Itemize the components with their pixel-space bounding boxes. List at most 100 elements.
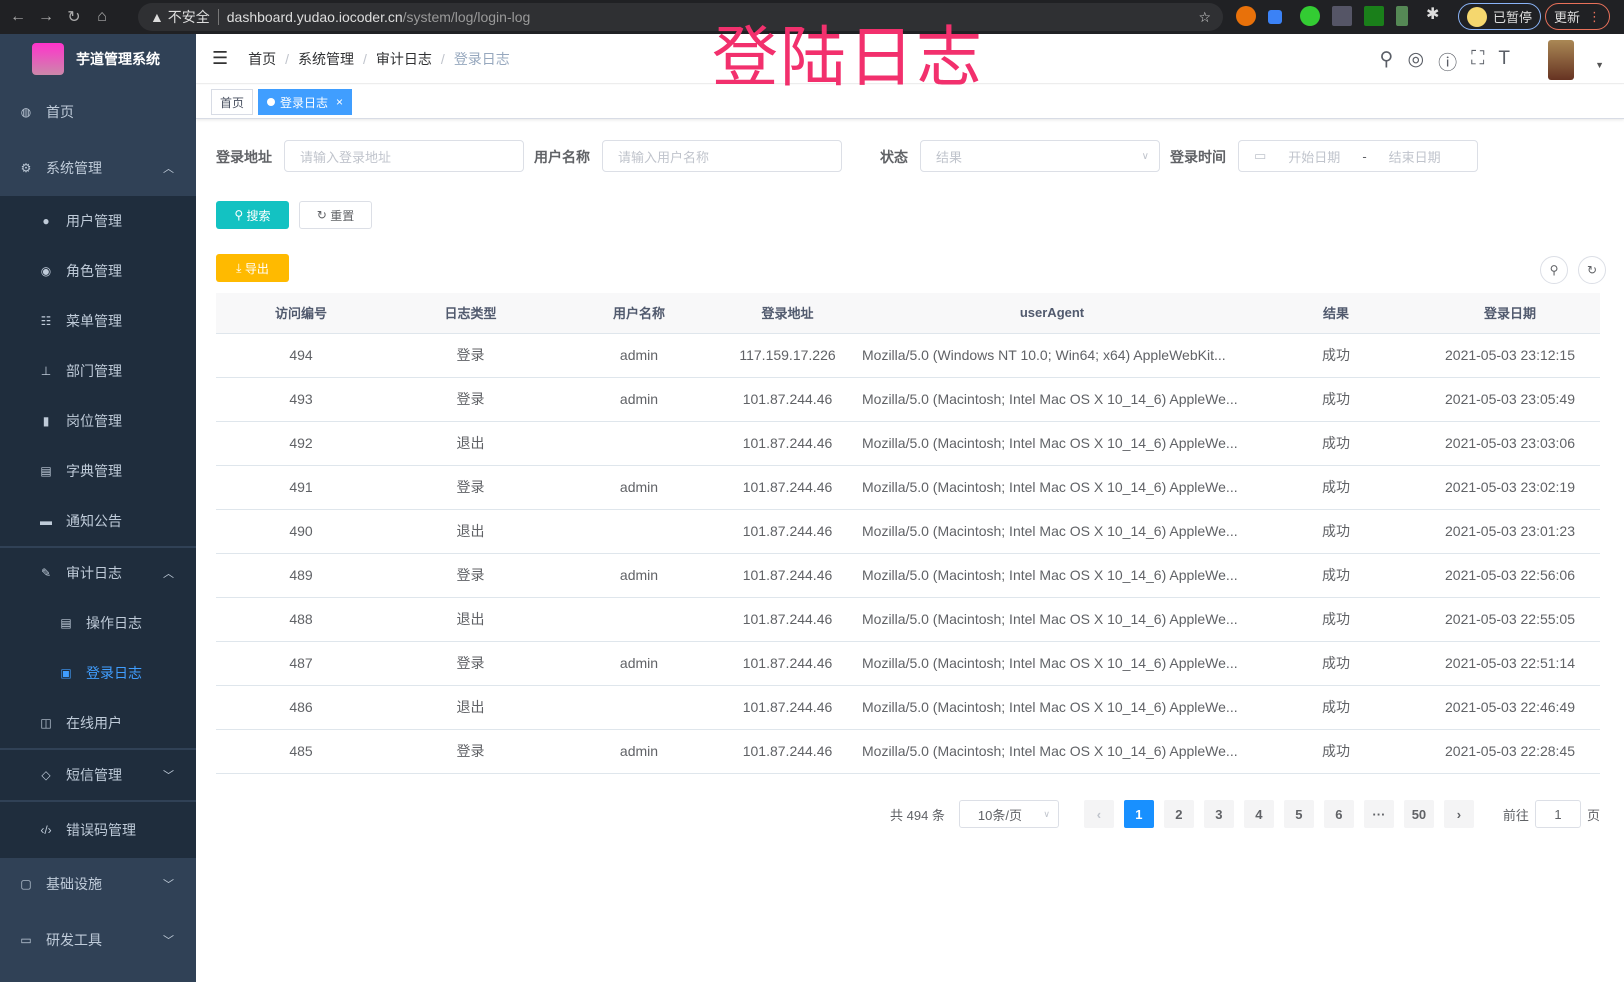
extension-icon[interactable] <box>1268 10 1282 24</box>
extension-icon[interactable] <box>1396 6 1408 26</box>
bookmark-star-icon[interactable]: ☆ <box>1198 8 1211 25</box>
hamburger-icon[interactable]: ☰ <box>212 48 229 68</box>
sidebar-item[interactable]: ◉ 角色管理 <box>0 246 196 296</box>
tag-login-log[interactable]: 登录日志 × <box>258 89 353 115</box>
refresh-button[interactable]: ↻ <box>1578 256 1606 284</box>
help-icon[interactable]: ⓘ <box>1438 53 1458 74</box>
table-row[interactable]: 486 退出 101.87.244.46 Mozilla/5.0 (Macintosh… <box>216 685 1600 730</box>
sidebar-item[interactable]: ☷ 菜单管理 <box>0 296 196 346</box>
table-row[interactable]: 488 退出 101.87.244.46 Mozilla/5.0 (Macintosh… <box>216 597 1600 642</box>
username-input[interactable]: 请输入用户名称 <box>602 140 842 172</box>
chevron-down-icon: ﹀ <box>163 770 174 782</box>
sidebar-item[interactable]: ⚙ 系统管理 ︿ <box>0 140 196 196</box>
sidebar-item-label: 系统管理 <box>46 160 102 176</box>
extension-icon[interactable] <box>1364 6 1384 26</box>
table-cell: 成功 <box>1252 553 1420 598</box>
address-bar[interactable]: ▲ 不安全 dashboard.yudao.iocoder.cn/system/… <box>138 3 1223 31</box>
sidebar-item[interactable]: ✎ 审计日志 ︿ <box>0 548 196 598</box>
table-row[interactable]: 493 登录 admin 101.87.244.46 Mozilla/5.0 (Maci… <box>216 377 1600 422</box>
sidebar-item[interactable]: ▤ 字典管理 <box>0 446 196 496</box>
search-icon[interactable]: ⚲ <box>1379 49 1394 70</box>
table-cell: 489 <box>216 553 386 598</box>
back-icon[interactable]: ← <box>10 8 26 25</box>
export-label: 导出 <box>244 261 269 276</box>
table-row[interactable]: 492 退出 101.87.244.46 Mozilla/5.0 (Macintosh… <box>216 421 1600 466</box>
table-row[interactable]: 491 登录 admin 101.87.244.46 Mozilla/5.0 (Maci… <box>216 465 1600 510</box>
table-cell: 退出 <box>386 421 555 466</box>
url-host: dashboard.yudao.iocoder.cn <box>226 9 403 25</box>
sidebar-item[interactable]: ◇ 短信管理 ﹀ <box>0 750 196 800</box>
start-date[interactable]: 开始日期 <box>1288 149 1341 165</box>
table-cell: 成功 <box>1252 509 1420 554</box>
page-button[interactable]: 3 <box>1203 800 1234 828</box>
page-button[interactable]: 1 <box>1123 800 1154 828</box>
download-icon: ⤓ <box>236 260 245 275</box>
address-input[interactable]: 请输入登录地址 <box>284 140 524 172</box>
update-button[interactable]: 更新 ⋮ <box>1545 3 1611 30</box>
extension-icon[interactable] <box>1332 6 1352 26</box>
sidebar-item[interactable]: ⊥ 部门管理 <box>0 346 196 396</box>
table-row[interactable]: 489 登录 admin 101.87.244.46 Mozilla/5.0 (Maci… <box>216 553 1600 598</box>
export-button[interactable]: ⤓ 导出 <box>216 254 289 282</box>
breadcrumb-item[interactable]: 系统管理 <box>298 50 355 67</box>
toggle-search-button[interactable]: ⚲ <box>1540 256 1568 284</box>
github-icon[interactable]: ◎ <box>1407 49 1425 70</box>
user-avatar[interactable] <box>1548 40 1574 80</box>
table-cell: admin <box>555 333 723 378</box>
pagination: 共 494 条 10条/页 ∨ ‹ 1 2 3 4 5 6 ··· 50 › 前往 1 页 <box>890 800 1600 828</box>
extension-icon[interactable] <box>1236 6 1256 26</box>
forward-icon[interactable]: → <box>38 8 54 25</box>
status-select[interactable]: 结果 ∨ <box>920 140 1160 172</box>
search-button[interactable]: ⚲ 搜索 <box>216 201 289 229</box>
sidebar-item[interactable]: ‹/› 错误码管理 <box>0 802 196 858</box>
sidebar-item-label: 短信管理 <box>66 767 122 783</box>
page-button[interactable]: 6 <box>1323 800 1354 828</box>
close-icon[interactable]: × <box>336 95 344 109</box>
sidebar-item[interactable]: ▢ 基础设施 ﹀ <box>0 856 196 912</box>
range-separator: - <box>1362 148 1367 164</box>
home-icon[interactable]: ⌂ <box>97 8 107 25</box>
table-row[interactable]: 494 登录 admin 117.159.17.226 Mozilla/5.0 (Win… <box>216 333 1600 378</box>
table-cell: admin <box>555 553 723 598</box>
fullscreen-icon[interactable]: ⛶ <box>1471 48 1485 69</box>
reload-icon[interactable]: ↻ <box>67 9 81 26</box>
sidebar-item[interactable]: ● 用户管理 <box>0 196 196 246</box>
goto-page-input[interactable]: 1 <box>1534 800 1581 828</box>
page-button[interactable]: 5 <box>1283 800 1314 828</box>
prev-page-button[interactable]: ‹ <box>1083 800 1114 828</box>
sidebar-item[interactable]: ▬ 通知公告 <box>0 496 196 546</box>
sidebar-logo[interactable]: 芋道管理系统 <box>0 34 196 84</box>
sidebar-item[interactable]: ◫ 在线用户 <box>0 698 196 748</box>
role-icon: ◉ <box>40 264 52 278</box>
update-label: 更新 <box>1554 10 1581 25</box>
profile-button[interactable]: 已暂停 <box>1458 3 1542 30</box>
puzzle-icon[interactable]: ✱ <box>1426 6 1440 23</box>
page-button[interactable]: 50 <box>1403 800 1434 828</box>
table-cell: admin <box>555 465 723 510</box>
font-size-icon[interactable]: T <box>1498 48 1510 69</box>
page-button[interactable]: 2 <box>1163 800 1194 828</box>
caret-down-icon[interactable]: ▼ <box>1595 60 1604 70</box>
table-row[interactable]: 487 登录 admin 101.87.244.46 Mozilla/5.0 (Maci… <box>216 641 1600 686</box>
extension-icon[interactable] <box>1300 6 1320 26</box>
breadcrumb-item[interactable]: 首页 <box>248 50 277 67</box>
breadcrumb-item[interactable]: 审计日志 <box>375 50 432 67</box>
page-button[interactable]: 4 <box>1243 800 1274 828</box>
sidebar-item[interactable]: ▣ 登录日志 <box>0 648 196 698</box>
sidebar-item[interactable]: ▤ 操作日志 <box>0 598 196 648</box>
next-page-button[interactable]: › <box>1443 800 1474 828</box>
page-button[interactable]: ··· <box>1363 800 1394 828</box>
url-path: /system/log/login-log <box>402 9 531 25</box>
page-size-select[interactable]: 10条/页 ∨ <box>958 800 1059 828</box>
date-range-picker[interactable]: ▭ 开始日期 - 结束日期 <box>1238 140 1478 172</box>
end-date[interactable]: 结束日期 <box>1388 149 1441 165</box>
reset-button[interactable]: ↻ 重置 <box>299 201 372 229</box>
table-row[interactable]: 490 退出 101.87.244.46 Mozilla/5.0 (Macintosh… <box>216 509 1600 554</box>
table-row[interactable]: 485 登录 admin 101.87.244.46 Mozilla/5.0 (Maci… <box>216 729 1600 774</box>
sidebar-item[interactable]: ◍ 首页 <box>0 84 196 140</box>
tag-home[interactable]: 首页 <box>211 89 254 115</box>
sidebar-item[interactable]: ▮ 岗位管理 <box>0 396 196 446</box>
table-cell: 101.87.244.46 <box>723 421 852 466</box>
sidebar-item[interactable]: ▭ 研发工具 ﹀ <box>0 912 196 968</box>
table-cell: 2021-05-03 22:46:49 <box>1420 685 1600 730</box>
